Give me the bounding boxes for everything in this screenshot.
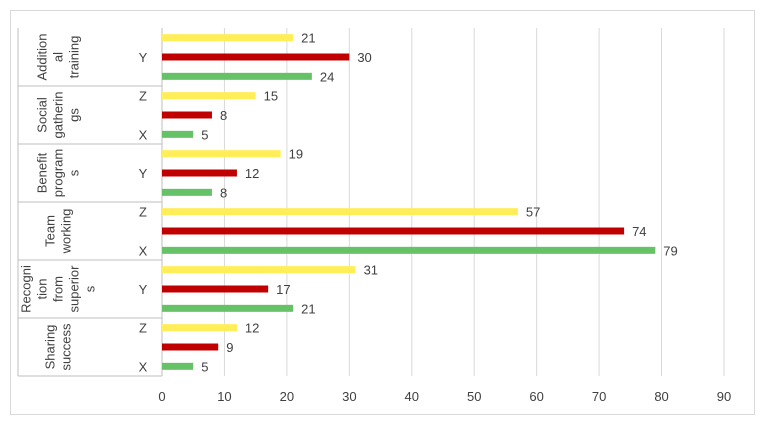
group-label: al	[50, 52, 65, 62]
bar-z	[162, 92, 256, 100]
bar-z	[162, 266, 356, 274]
data-label: 8	[220, 185, 227, 200]
data-label: 31	[364, 263, 378, 278]
category-label: Z	[139, 205, 147, 220]
group-label: gs	[66, 108, 81, 122]
category-label: Y	[139, 166, 148, 181]
group-label: Social	[34, 97, 49, 133]
group-label: working	[58, 209, 73, 255]
bar-y	[162, 227, 625, 235]
bar-x	[162, 72, 312, 80]
bar-x	[162, 304, 294, 312]
data-label: 30	[357, 50, 371, 65]
x-tick-label: 20	[280, 389, 294, 404]
data-label: 5	[201, 127, 208, 142]
group-label: gatherin	[50, 92, 65, 139]
x-tick-label: 30	[342, 389, 356, 404]
group-label: s	[82, 285, 97, 292]
data-label: 57	[526, 205, 540, 220]
group-label: Recogni	[18, 265, 33, 313]
x-tick-label: 0	[158, 389, 165, 404]
data-label: 12	[245, 321, 259, 336]
data-label: 15	[264, 89, 278, 104]
data-label: 79	[663, 243, 677, 258]
category-label: Z	[139, 321, 147, 336]
category-label: X	[139, 243, 148, 258]
category-label: Z	[139, 89, 147, 104]
group-label: superior	[66, 265, 81, 313]
x-tick-label: 70	[592, 389, 606, 404]
data-label: 21	[301, 31, 315, 46]
group-label: from	[50, 276, 65, 302]
bar-x	[162, 130, 194, 138]
data-label: 21	[301, 301, 315, 316]
category-label: X	[139, 359, 148, 374]
data-label: 74	[632, 224, 646, 239]
bar-z	[162, 324, 237, 332]
x-tick-label: 40	[405, 389, 419, 404]
bar-x	[162, 246, 656, 254]
bar-z	[162, 150, 281, 158]
data-label: 9	[226, 340, 233, 355]
x-tick-label: 10	[217, 389, 231, 404]
bar-z	[162, 34, 294, 42]
group-label: s	[66, 169, 81, 176]
bar-x	[162, 362, 194, 370]
bar-y	[162, 343, 219, 351]
data-label: 5	[201, 359, 208, 374]
bar-y	[162, 169, 237, 177]
group-label: program	[50, 149, 65, 197]
bar-y	[162, 111, 212, 119]
bar-x	[162, 188, 212, 196]
x-tick-label: 90	[717, 389, 731, 404]
x-tick-label: 50	[467, 389, 481, 404]
bar-y	[162, 53, 350, 61]
bar-z	[162, 208, 518, 216]
group-label: Sharing	[42, 325, 57, 370]
category-label: Y	[139, 282, 148, 297]
category-label: Y	[139, 50, 148, 65]
data-label: 19	[289, 147, 303, 162]
group-label: training	[66, 36, 81, 79]
bar-y	[162, 285, 269, 293]
data-label: 24	[320, 69, 334, 84]
group-label: Addition	[34, 34, 49, 81]
group-label: success	[58, 323, 73, 370]
x-tick-label: 80	[654, 389, 668, 404]
data-label: 8	[220, 108, 227, 123]
data-label: 17	[276, 282, 290, 297]
x-tick-label: 60	[529, 389, 543, 404]
group-label: Benefit	[34, 152, 49, 193]
group-label: tion	[34, 279, 49, 300]
data-label: 12	[245, 166, 259, 181]
category-label: X	[139, 127, 148, 142]
group-label: Team	[42, 215, 57, 247]
